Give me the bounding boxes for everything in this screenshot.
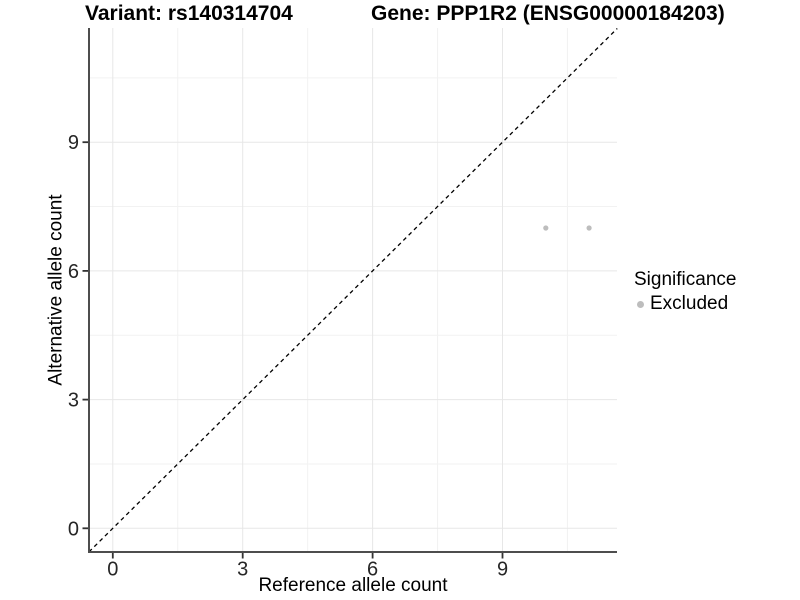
y-tick-label: 0 [68,518,79,540]
data-point [543,225,549,231]
legend-item-excluded: Excluded [634,293,736,315]
identity-line [88,28,618,553]
legend-point-icon [637,300,644,308]
x-axis-title: Reference allele count [258,575,448,596]
legend: Significance Excluded [634,269,736,315]
x-tick-label: 6 [367,559,378,581]
y-axis-title: Alternative allele count [46,194,68,386]
x-tick-label: 9 [497,559,508,581]
legend-item-label: Excluded [650,293,729,314]
y-axis-title-box: Alternative allele count [46,28,68,552]
x-tick-label: 0 [107,559,118,581]
variant-title: Variant: rs140314704 [85,2,293,25]
data-point [586,225,592,231]
x-tick-label: 3 [237,559,248,581]
y-tick-label: 6 [68,261,79,283]
y-tick-label: 3 [68,390,79,412]
y-tick-label: 9 [68,132,79,154]
legend-title: Significance [634,269,737,290]
gene-title: Gene: PPP1R2 (ENSG00000184203) [371,2,725,25]
